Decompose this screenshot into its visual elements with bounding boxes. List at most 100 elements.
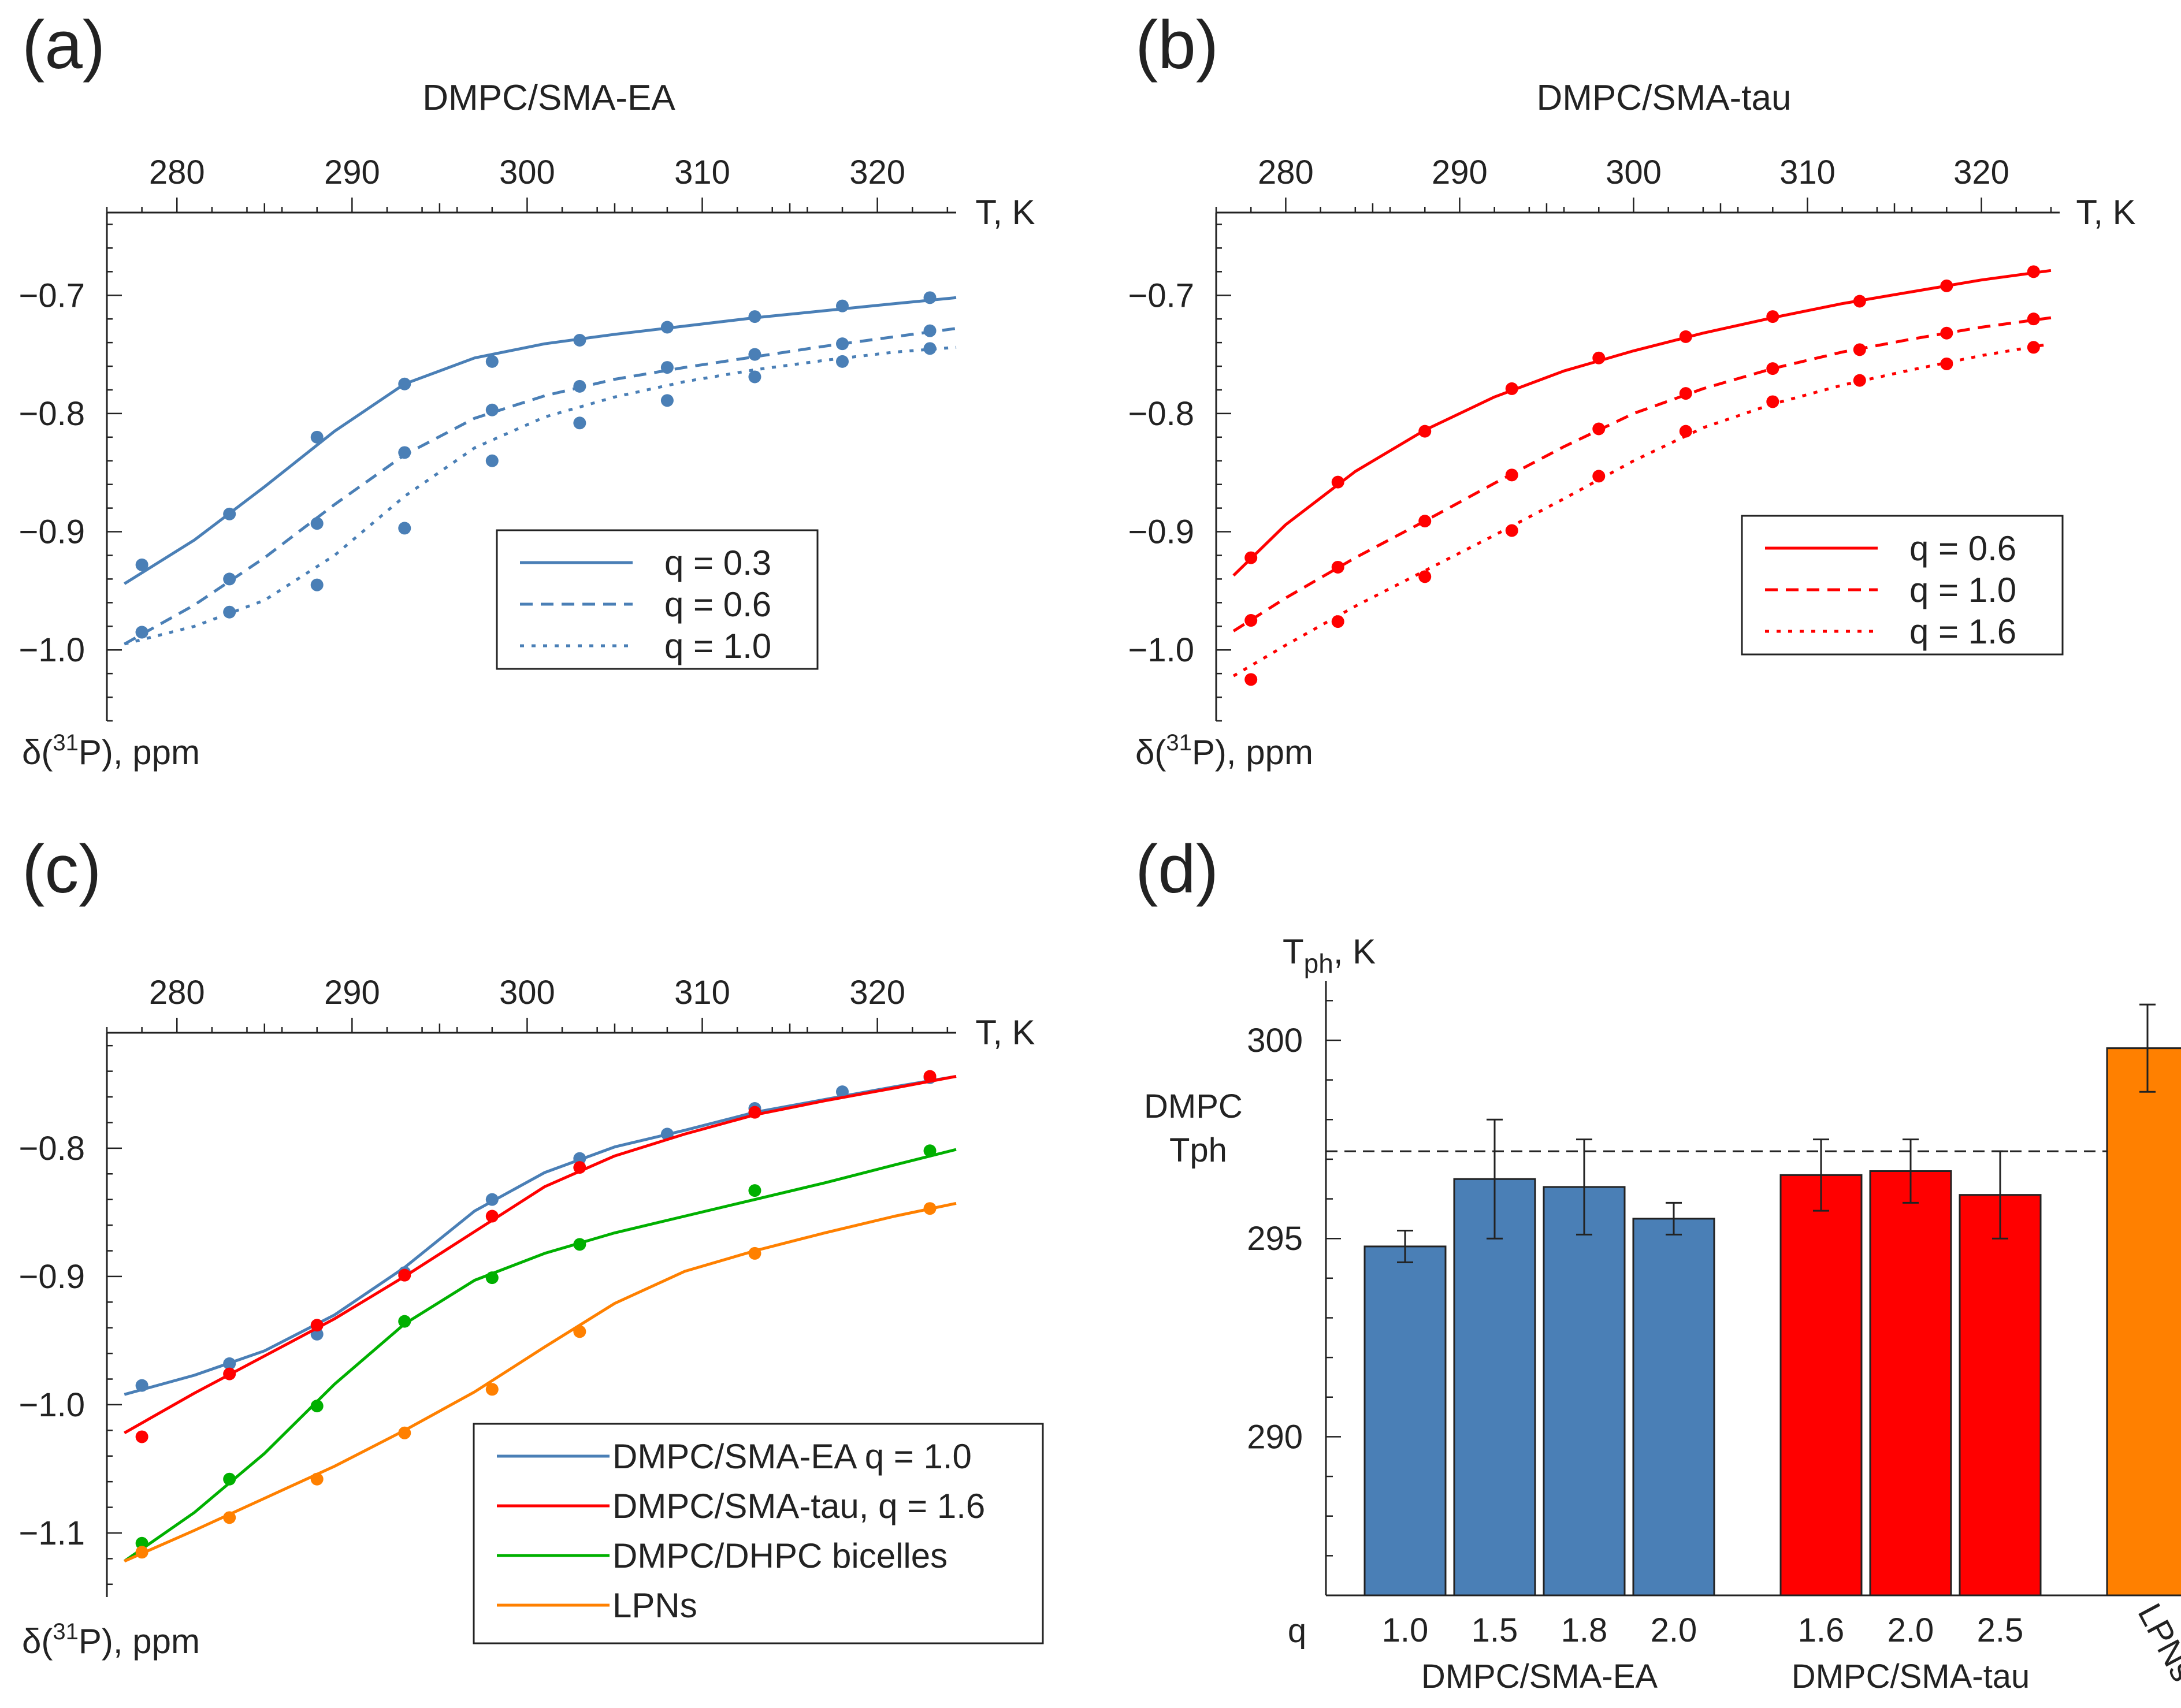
- data-point: [923, 291, 937, 304]
- data-point: [135, 626, 148, 639]
- x-tick-label: 320: [849, 154, 905, 191]
- y-tick-label: −0.8: [19, 1130, 86, 1167]
- data-point: [2027, 341, 2040, 354]
- y-axis-label-part: T: [1283, 932, 1304, 971]
- legend-box: [1741, 515, 2064, 656]
- bar: [1453, 1178, 1536, 1597]
- data-point: [748, 1184, 761, 1197]
- bar-category-label: 2.5: [1977, 1612, 2024, 1649]
- data-point: [1418, 570, 1432, 583]
- data-point: [1766, 362, 1779, 375]
- panel-a: (a) DMPC/SMA-EA 280 290 300 310 320 T, K −1.0 −0.…: [19, 7, 1035, 772]
- x-tick-label: 280: [1258, 154, 1314, 191]
- data-point: [923, 342, 937, 355]
- data-point: [1592, 470, 1606, 483]
- y-tick-label: −0.9: [19, 1258, 86, 1296]
- data-point: [223, 1357, 236, 1370]
- data-point: [398, 446, 411, 459]
- data-point: [748, 1106, 761, 1119]
- fit-line: [123, 296, 957, 585]
- data-point: [1331, 615, 1344, 628]
- data-point: [310, 578, 324, 591]
- data-point: [1418, 515, 1432, 528]
- data-point: [485, 1271, 499, 1285]
- reference-label-line2: Tph: [1169, 1132, 1227, 1169]
- legend-label: q = 0.3: [664, 544, 771, 582]
- x-tick-label: 290: [324, 154, 380, 191]
- x-tick-label: 320: [1953, 154, 2009, 191]
- panel-label: (c): [22, 831, 102, 907]
- data-point: [1853, 374, 1866, 387]
- data-point: [223, 1511, 236, 1524]
- fit-line: [124, 327, 957, 646]
- group-label: DMPC/SMA-EA: [1421, 1658, 1658, 1695]
- data-point: [748, 1246, 761, 1260]
- bar-category-label: 2.0: [1888, 1612, 1934, 1649]
- legend-label: q = 1.6: [1909, 612, 2016, 651]
- data-point: [835, 337, 849, 351]
- x-tick-label: 290: [324, 974, 380, 1011]
- data-point: [835, 1085, 849, 1099]
- fit-line: [124, 1075, 957, 1434]
- fit-line: [123, 1148, 957, 1562]
- bar: [1779, 1174, 1863, 1597]
- bar: [1959, 1194, 2042, 1597]
- y-tick-label: 295: [1247, 1220, 1303, 1257]
- y-axis-label: δ(31P), ppm: [22, 1619, 200, 1661]
- data-point: [1331, 560, 1344, 574]
- bar-group: LPNs: [2106, 1003, 2181, 1688]
- data-point: [1244, 551, 1258, 564]
- series-q-1-6: [1232, 341, 2052, 686]
- data-point: [310, 1319, 324, 1332]
- data-point: [310, 1472, 324, 1486]
- x-tick-label: 280: [149, 154, 205, 191]
- y-axis-label-part: P), ppm: [1192, 733, 1313, 772]
- data-point: [1766, 395, 1779, 408]
- data-point: [135, 1546, 148, 1559]
- y-tick-label: 290: [1247, 1418, 1303, 1456]
- data-point: [1592, 422, 1606, 436]
- series-q-1-0: [1232, 312, 2052, 632]
- data-point: [1940, 326, 1953, 340]
- legend: q = 0.6q = 1.0q = 1.6: [1741, 515, 2064, 656]
- y-tick-label: −1.1: [19, 1514, 86, 1552]
- data-point: [573, 416, 586, 430]
- x-tick-label: 310: [674, 154, 730, 191]
- data-point: [223, 507, 236, 520]
- y-axis-label-superscript: 31: [1166, 730, 1192, 756]
- data-point: [135, 1430, 148, 1443]
- data-point: [748, 348, 761, 361]
- data-point: [485, 1383, 499, 1396]
- data-point: [1940, 279, 1953, 292]
- y-tick-label: −0.8: [1128, 395, 1195, 433]
- y-axis-label-part: P), ppm: [79, 1622, 200, 1661]
- data-point: [1418, 425, 1432, 438]
- data-point: [1244, 614, 1258, 627]
- panel-label: (d): [1135, 831, 1218, 907]
- data-point: [748, 310, 761, 323]
- data-point: [1853, 343, 1866, 356]
- data-point: [573, 334, 586, 347]
- data-point: [573, 379, 586, 393]
- fit-line: [1232, 342, 2052, 678]
- data-point: [1505, 524, 1518, 537]
- y-tick-label: 300: [1247, 1022, 1303, 1059]
- data-point: [135, 558, 148, 571]
- bar-category-label: LPNs: [2131, 1598, 2181, 1688]
- data-point: [2027, 312, 2040, 326]
- data-point: [1766, 310, 1779, 323]
- data-point: [660, 361, 674, 374]
- y-axis-label-superscript: 31: [53, 730, 79, 756]
- group-label: DMPC/SMA-tau: [1792, 1658, 2030, 1695]
- y-axis-label-subscript: ph: [1304, 948, 1333, 978]
- panel-c: (c) 280 290 300 310 320 T, K −1.1 −1.0 −0.9 −0.8 δ(…: [19, 831, 1044, 1661]
- data-point: [485, 355, 499, 368]
- data-point: [398, 1426, 411, 1439]
- series-dmpc-sma-tau-q-1-6: [124, 1070, 957, 1443]
- x-axis-label: T, K: [2076, 193, 2135, 232]
- y-axis-label-part: δ(: [22, 1622, 53, 1661]
- bar-category-label: 1.6: [1798, 1612, 1845, 1649]
- y-tick-label: −0.7: [19, 277, 86, 314]
- data-point: [310, 430, 324, 444]
- panel-b: (b) DMPC/SMA-tau 280 290 300 310 320 T, K −1.0 −0…: [1128, 7, 2136, 772]
